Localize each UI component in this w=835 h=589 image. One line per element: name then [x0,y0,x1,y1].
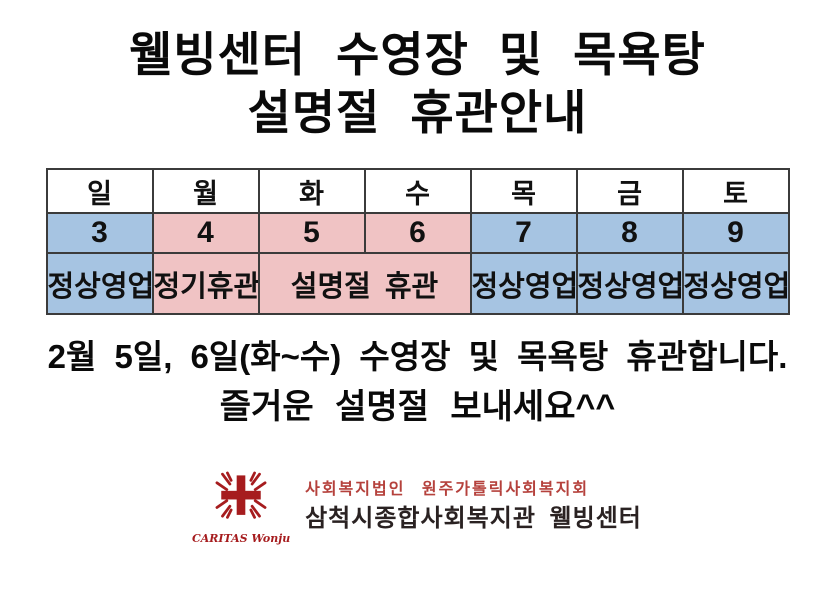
day-header-cell: 금 [575,168,684,214]
caritas-logo-block: CARITAS Wonju [191,468,291,545]
closure-notice-line: 2월 5일, 6일(화~수) 수영장 및 목욕탕 휴관합니다. [47,338,788,375]
day-header-cell: 일 [45,168,154,214]
day-header-cell: 목 [469,168,578,214]
day-header-cell: 월 [151,168,260,214]
footer: CARITAS Wonju 사회복지법인 원주가톨릭사회복지회 삼척시종합사회복… [0,468,835,545]
org-center-name: 삼척시종합사회복지관 웰빙센터 [305,504,642,532]
status-row: 정상영업 정기휴관 설명절 휴관 정상영업 정상영업 정상영업 [45,252,790,315]
title-line-2: 설명절 휴관안내 [247,86,588,139]
status-cell: 정상영업 [469,252,578,315]
date-cell: 8 [575,212,684,254]
title-line-1: 웰빙센터 수영장 및 목욕탕 [129,28,706,81]
day-header-cell: 토 [681,168,790,214]
status-cell: 설명절 휴관 [257,252,472,315]
notice-text: 2월 5일, 6일(화~수) 수영장 및 목욕탕 휴관합니다. 즐거운 설명절 … [0,336,835,428]
day-header-cell: 수 [363,168,472,214]
date-cell: 9 [681,212,790,254]
status-cell: 정상영업 [681,252,790,315]
caritas-logo-caption: CARITAS Wonju [191,532,291,545]
poster-title: 웰빙센터 수영장 및 목욕탕 설명절 휴관안내 [0,0,835,142]
org-parent-name: 사회복지법인 원주가톨릭사회복지회 [305,480,590,498]
date-cell: 3 [45,212,154,254]
organization-names: 사회복지법인 원주가톨릭사회복지회 삼척시종합사회복지관 웰빙센터 [305,479,642,535]
status-cell: 정상영업 [45,252,154,315]
day-header-cell: 화 [257,168,366,214]
date-cell: 7 [469,212,578,254]
status-cell: 정상영업 [575,252,684,315]
date-cell: 4 [151,212,260,254]
date-cell: 5 [257,212,366,254]
date-cell: 6 [363,212,472,254]
greeting-line: 즐거운 설명절 보내세요^^ [219,388,616,426]
status-cell: 정기휴관 [151,252,260,315]
caritas-cross-icon [210,468,272,531]
